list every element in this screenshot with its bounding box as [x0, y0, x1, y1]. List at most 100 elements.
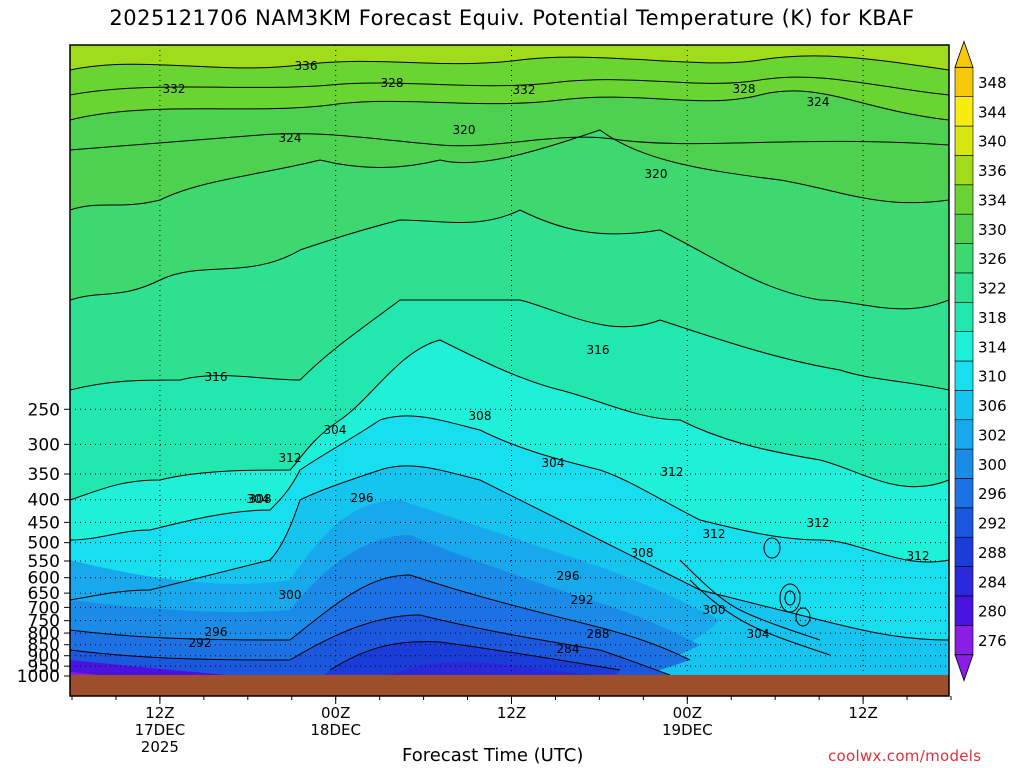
contour-label: 296 [557, 569, 580, 583]
colorbar-label: 300 [978, 456, 1007, 474]
source-credit[interactable]: coolwx.com/models [828, 747, 982, 765]
contour-line [70, 614, 671, 676]
contour-label: 308 [249, 492, 272, 506]
colorbar-swatch [954, 507, 974, 538]
contour-line [70, 339, 949, 501]
y-tick-label: 900 [28, 647, 60, 667]
contour-label: 308 [469, 409, 492, 423]
contour-label: 304 [324, 423, 347, 437]
colorbar-swatch [954, 96, 974, 127]
x-axis-title: Forecast Time (UTC) [402, 745, 584, 766]
contour-label: 312 [279, 451, 302, 465]
colorbar-label: 296 [978, 485, 1007, 503]
contour-line [70, 415, 949, 563]
theta-e-field [70, 45, 949, 696]
contour-line [70, 465, 949, 641]
contour-label: 332 [513, 83, 536, 97]
x-tick-label: 17DEC [135, 721, 186, 739]
colorbar-swatch [954, 625, 974, 655]
y-tick-label: 750 [28, 612, 60, 632]
colorbar-swatch [954, 67, 974, 97]
colorbar-label: 314 [978, 338, 1007, 356]
y-tick-label: 250 [28, 400, 60, 420]
y-tick-label: 700 [28, 598, 60, 618]
contour-label: 300 [703, 603, 726, 617]
y-tick-label: 1000 [17, 667, 60, 687]
colorbar-label: 330 [978, 221, 1007, 239]
colorbar-label: 318 [978, 309, 1007, 327]
contour-label: 324 [807, 95, 830, 109]
grid-lines [70, 45, 949, 696]
contour-label: 324 [279, 131, 302, 145]
contour-line [70, 299, 949, 391]
contour-label: 292 [571, 593, 594, 607]
colorbar-swatch [954, 125, 974, 156]
contour-label: 292 [189, 636, 212, 650]
y-tick-label: 650 [28, 584, 60, 604]
contour-label: 312 [703, 527, 726, 541]
contour-label: 304 [247, 492, 270, 506]
contour-label: 336 [295, 59, 318, 73]
contour-label: 320 [645, 167, 668, 181]
y-tick-label: 800 [28, 624, 60, 644]
x-tick-label: 12Z [145, 704, 174, 722]
x-tick-label: 12Z [497, 704, 526, 722]
ground-surface [70, 675, 949, 696]
colorbar-swatch [954, 331, 974, 362]
plot-frame [69, 44, 950, 697]
contour-label: 296 [351, 491, 374, 505]
contour-line [70, 209, 949, 310]
y-axis: 250 300 350 4004505005506006507007508008509… [17, 400, 70, 687]
contour-label: 304 [747, 627, 770, 641]
colorbar-label: 306 [978, 397, 1007, 415]
contour-line [70, 129, 949, 211]
x-tick-label: 2025 [141, 738, 179, 756]
colorbar-swatch [954, 478, 974, 509]
contour-label: 316 [205, 370, 228, 384]
colorbar-swatch [954, 184, 974, 215]
contour-line [329, 641, 621, 671]
field-band-326 [70, 130, 949, 309]
colorbar-swatch [954, 272, 974, 303]
colorbar-swatch [954, 301, 974, 332]
colorbar-swatch [954, 360, 974, 391]
colorbar-swatch [954, 155, 974, 186]
colorbar-swatch [954, 390, 974, 421]
colorbar-label: 322 [978, 280, 1007, 298]
contour-line [784, 590, 796, 606]
contour-label: 312 [807, 516, 830, 530]
colorbar-label: 310 [978, 368, 1007, 386]
colorbar-label: 348 [978, 74, 1007, 92]
contour-line [70, 90, 949, 121]
contour-label: 320 [453, 123, 476, 137]
contour-line [689, 579, 831, 656]
colorbar: 276 280 284 288 292 296 300 302 306 310 314 318 322 3… [954, 40, 1007, 682]
contour-line [70, 55, 949, 71]
field-band-318 [70, 300, 949, 500]
colorbar-swatch [954, 595, 974, 626]
contour-line [779, 583, 801, 613]
chart-title: 2025121706 NAM3KM Forecast Equiv. Potent… [109, 6, 915, 30]
colorbar-max-arrow [954, 40, 974, 68]
colorbar-label: 284 [978, 573, 1007, 591]
x-tick-label: 00Z [321, 704, 350, 722]
colorbar-swatch [954, 566, 974, 597]
contour-label: 328 [381, 76, 404, 90]
y-tick-label: 550 [28, 552, 60, 572]
contour-line [795, 607, 811, 627]
colorbar-label: 344 [978, 103, 1007, 121]
colorbar-label: 276 [978, 632, 1007, 650]
y-tick-label: 450 [28, 513, 60, 533]
y-tick-label: 350 [28, 465, 60, 485]
colorbar-min-arrow [954, 654, 974, 682]
x-tick-label: 19DEC [662, 721, 713, 739]
contour-label: 312 [907, 549, 930, 563]
colorbar-label: 326 [978, 250, 1007, 268]
contour-label: 312 [661, 465, 684, 479]
colorbar-swatch [954, 419, 974, 450]
colorbar-swatch [954, 213, 974, 244]
contour-label: 288 [587, 627, 610, 641]
